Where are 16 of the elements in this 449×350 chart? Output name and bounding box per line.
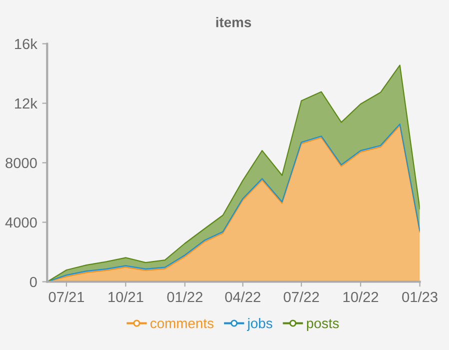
x-tick-label: 01/22 [167, 291, 202, 302]
y-tick-label: 12k [15, 98, 38, 109]
y-tick-label: 8000 [6, 158, 37, 168]
x-tick-label: 01/23 [402, 291, 438, 302]
x-tick-label: 07/22 [284, 291, 319, 302]
chart-title: items [216, 17, 252, 28]
legend-label: jobs [246, 318, 272, 331]
legend-label: posts [306, 319, 339, 331]
x-tick-label: 07/21 [48, 291, 84, 302]
x-tick-label: 04/22 [225, 291, 260, 302]
legend-label: comments [150, 319, 214, 328]
x-tick-label: 10/22 [343, 291, 378, 302]
y-tick-label: 0 [30, 276, 37, 288]
y-tick-label: 16k [15, 38, 38, 50]
y-tick-label: 4000 [5, 217, 37, 228]
x-tick-label: 10/21 [108, 291, 144, 302]
